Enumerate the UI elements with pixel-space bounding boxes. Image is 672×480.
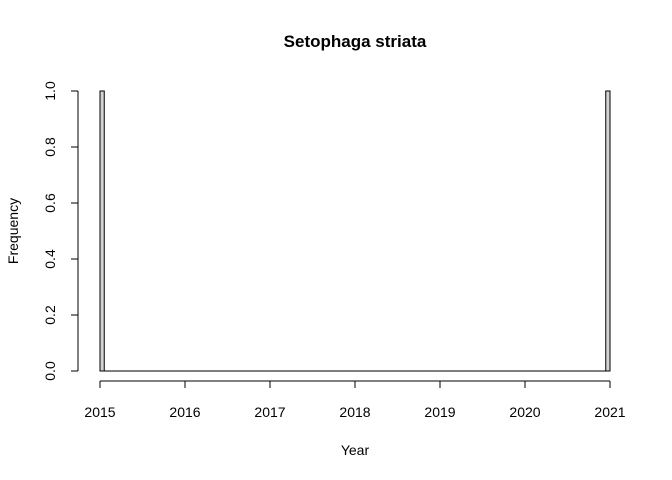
x-tick-label: 2021 <box>594 404 625 420</box>
x-tick-label: 2015 <box>84 404 115 420</box>
y-tick-label: 0.2 <box>42 305 58 325</box>
histogram-bar <box>99 90 105 372</box>
x-tick-label: 2019 <box>424 404 455 420</box>
x-axis: 2015 2016 2017 2018 2019 2020 2021 <box>84 380 626 420</box>
y-tick-label: 1.0 <box>42 81 58 101</box>
y-tick-label: 0.8 <box>42 137 58 157</box>
x-tick-label: 2020 <box>509 404 540 420</box>
bars-layer <box>99 90 611 372</box>
y-axis-label: Frequency <box>5 198 21 264</box>
y-tick-label: 0.6 <box>42 193 58 213</box>
x-tick-label: 2016 <box>169 404 200 420</box>
x-tick-label: 2018 <box>339 404 370 420</box>
x-axis-label: Year <box>341 442 370 458</box>
x-tick-label: 2017 <box>254 404 285 420</box>
y-axis: 0.0 0.2 0.4 0.6 0.8 1.0 <box>42 81 79 381</box>
y-tick-label: 0.0 <box>42 361 58 381</box>
chart-title: Setophaga striata <box>284 32 427 51</box>
histogram-bar <box>605 90 611 372</box>
y-tick-label: 0.4 <box>42 249 58 269</box>
